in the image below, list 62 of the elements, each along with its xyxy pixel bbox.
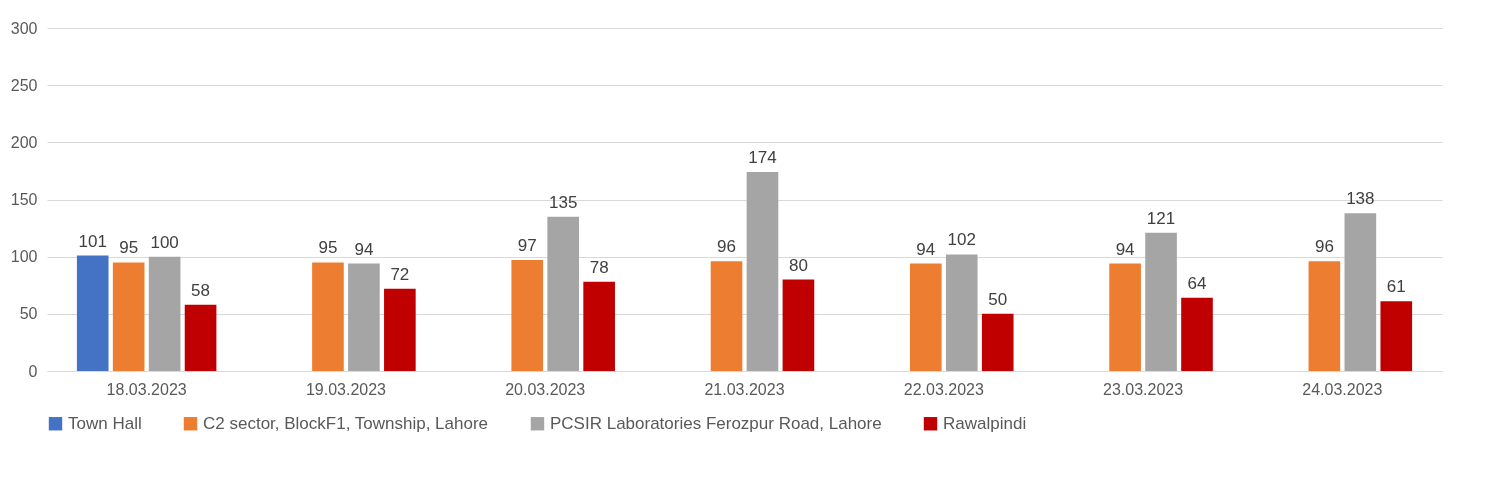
data-label: 94: [1115, 239, 1135, 259]
bar: [547, 216, 580, 371]
x-tick-label: 24.03.2023: [1302, 380, 1383, 398]
data-label: 100: [150, 232, 179, 252]
x-tick-label: 22.03.2023: [903, 380, 984, 398]
y-tick-label: 0: [28, 362, 38, 380]
data-label: 101: [78, 231, 107, 251]
x-tick-label: 23.03.2023: [1103, 380, 1184, 398]
bar: [76, 255, 109, 371]
data-label: 50: [988, 289, 1008, 309]
data-label: 61: [1386, 277, 1406, 297]
bar: [782, 279, 815, 371]
data-label: 72: [390, 264, 410, 284]
data-label: 94: [916, 239, 936, 259]
bar: [1380, 301, 1413, 371]
data-label: 135: [549, 192, 578, 212]
y-tick-label: 150: [10, 191, 38, 208]
x-tick-label: 19.03.2023: [305, 380, 387, 398]
bar: [1308, 261, 1341, 371]
y-tick-label: 50: [19, 305, 38, 323]
y-tick-label: 300: [10, 19, 38, 37]
data-label: 138: [1346, 189, 1375, 209]
x-tick-label: 20.03.2023: [505, 380, 586, 398]
bar: [348, 263, 380, 371]
data-label: 94: [354, 239, 374, 259]
bar: [511, 260, 544, 371]
data-label: 97: [517, 236, 537, 256]
y-tick-label: 100: [10, 248, 38, 266]
data-label: 96: [1314, 237, 1334, 257]
bar: [1344, 213, 1377, 371]
bar: [1145, 232, 1177, 371]
legend-label: Town Hall: [68, 413, 142, 433]
bar: [148, 256, 181, 371]
data-label: 64: [1187, 273, 1207, 293]
bar: [746, 172, 779, 371]
bar: [981, 313, 1014, 371]
data-label: 102: [947, 230, 976, 250]
bar: [312, 262, 344, 371]
data-label: 80: [788, 255, 808, 275]
data-label: 95: [318, 238, 338, 258]
legend-label: Rawalpindi: [943, 413, 1027, 433]
y-tick-label: 200: [10, 133, 38, 151]
bar: [1181, 297, 1213, 371]
data-label: 58: [191, 280, 211, 300]
bar: [710, 261, 743, 371]
data-label: 96: [717, 237, 736, 257]
data-label: 174: [748, 148, 777, 168]
legend-label: PCSIR Laboratories Ferozpur Road, Lahore: [550, 413, 882, 433]
bar: [384, 288, 416, 371]
bar: [1109, 263, 1141, 371]
bar: [184, 304, 217, 371]
x-tick-label: 21.03.2023: [704, 380, 785, 398]
data-label: 78: [589, 257, 609, 277]
bar: [945, 254, 978, 371]
x-tick-label: 18.03.2023: [106, 380, 187, 398]
legend-label: C2 sector, BlockF1, Township, Lahore: [203, 413, 489, 433]
bar: [583, 281, 615, 371]
data-label: 95: [119, 238, 139, 258]
bar: [112, 262, 145, 371]
y-tick-label: 250: [10, 76, 38, 94]
bar: [909, 263, 942, 371]
data-label: 121: [1146, 208, 1176, 228]
